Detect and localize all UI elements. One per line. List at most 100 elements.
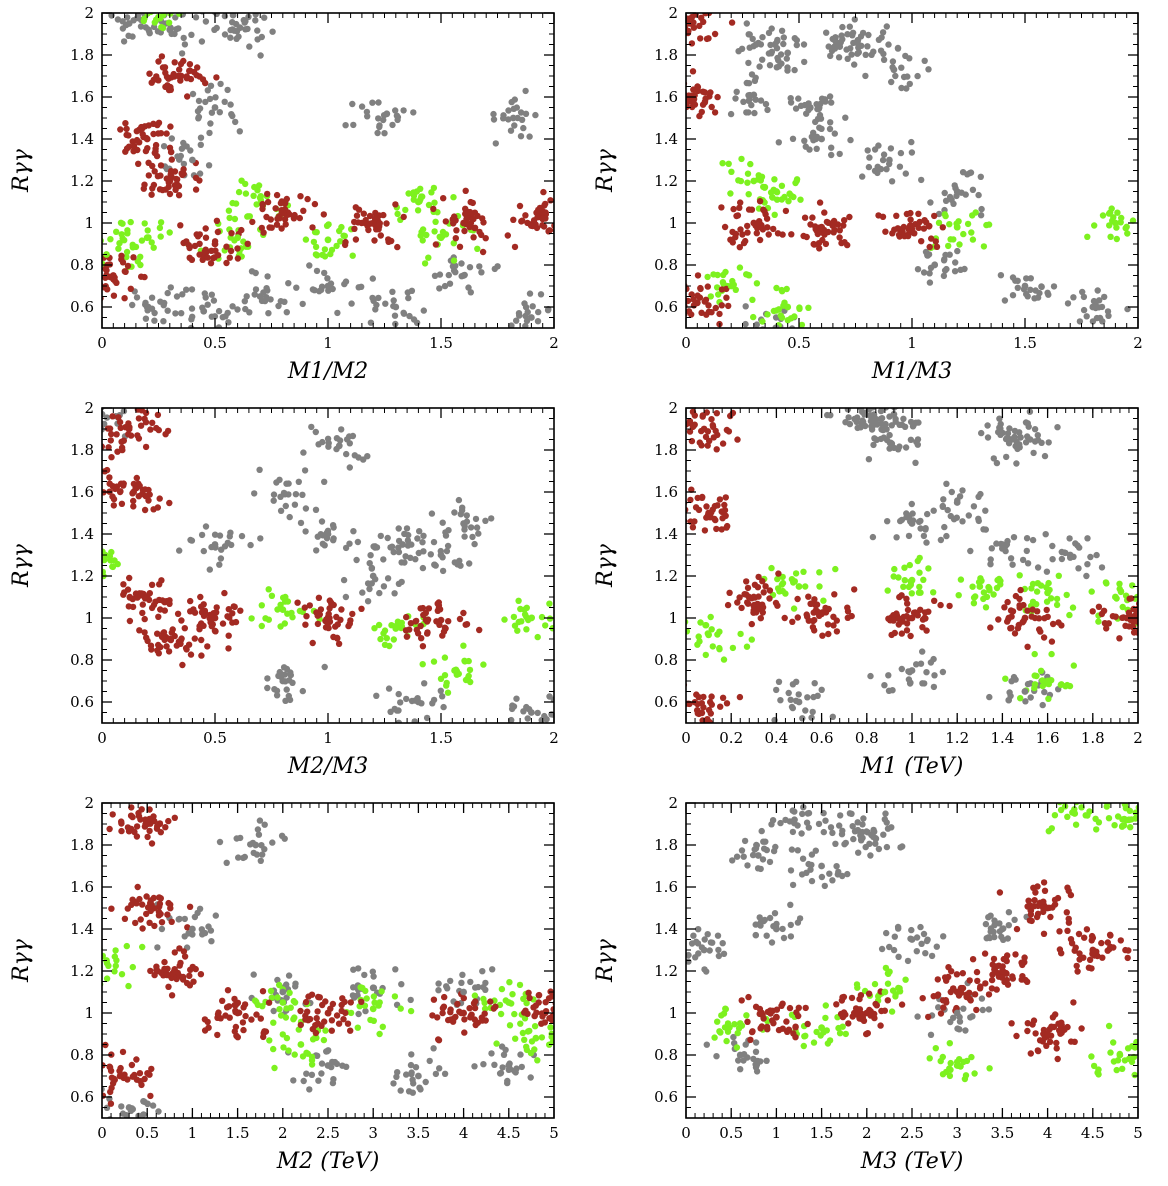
scatter-point — [150, 506, 157, 513]
scatter-point — [1033, 588, 1041, 595]
scatter-point — [764, 311, 771, 318]
scatter-point — [375, 222, 383, 229]
scatter-point — [376, 999, 383, 1006]
scatter-point — [444, 689, 452, 696]
scatter-point — [751, 109, 758, 117]
scatter-point — [787, 696, 794, 703]
scatter-point — [248, 615, 255, 622]
scatter-point — [864, 147, 871, 154]
scatter-point — [711, 502, 719, 510]
scatter-point — [191, 913, 199, 921]
scatter-point — [891, 629, 898, 637]
scatter-point — [794, 919, 802, 926]
scatter-point — [757, 177, 764, 184]
scatter-point — [803, 233, 810, 241]
scatter-point — [752, 41, 760, 48]
scatter-point — [975, 191, 982, 199]
scatter-point — [375, 294, 382, 302]
scatter-point — [265, 999, 273, 1006]
scatter-point — [283, 309, 290, 316]
scatter-point — [223, 6, 229, 12]
scatter-point — [312, 428, 319, 436]
scatter-point — [723, 700, 731, 707]
scatter-point — [749, 851, 757, 859]
scatter-point — [862, 72, 869, 80]
scatter-point — [955, 592, 962, 599]
scatter-point — [124, 230, 131, 237]
scatter-point — [319, 438, 326, 446]
scatter-point — [390, 636, 397, 643]
scatter-point — [149, 185, 156, 192]
scatter-point — [511, 243, 519, 251]
scatter-point — [268, 994, 275, 1001]
scatter-point — [309, 639, 316, 647]
scatter-point — [719, 160, 726, 167]
scatter-point — [138, 590, 145, 597]
scatter-point — [908, 667, 916, 674]
scatter-point — [793, 41, 800, 49]
x-axis-label: M2 (TeV) — [276, 1149, 380, 1174]
scatter-point — [707, 710, 714, 717]
scatter-point — [252, 286, 260, 293]
scatter-point — [697, 284, 704, 292]
y-tick-label: 1 — [668, 214, 678, 232]
scatter-point — [140, 185, 147, 192]
scatter-point — [216, 838, 224, 846]
scatter-point — [134, 146, 141, 154]
scatter-point — [419, 564, 427, 572]
scatter-point — [780, 40, 787, 48]
scatter-point — [507, 127, 515, 134]
scatter-point — [215, 307, 223, 315]
scatter-point — [865, 163, 873, 171]
scatter-point — [118, 231, 125, 238]
scatter-point — [154, 944, 161, 951]
scatter-point — [235, 854, 242, 861]
scatter-point — [121, 915, 129, 922]
scatter-point — [142, 492, 149, 500]
scatter-point — [978, 205, 985, 213]
scatter-point — [316, 994, 323, 1001]
scatter-point — [251, 291, 258, 298]
scatter-point — [178, 310, 185, 317]
scatter-point — [270, 491, 278, 498]
scatter-point — [877, 47, 885, 54]
scatter-point — [194, 233, 202, 240]
scatter-point — [818, 610, 825, 618]
scatter-point — [561, 1015, 567, 1021]
scatter-point — [930, 589, 937, 596]
scatter-point — [887, 401, 893, 407]
scatter-point — [540, 188, 547, 196]
scatter-point — [168, 74, 175, 81]
scatter-point — [842, 839, 849, 847]
scatter-point — [870, 826, 877, 834]
scatter-point — [320, 1036, 328, 1044]
scatter-point — [110, 292, 118, 299]
scatter-point — [105, 962, 112, 969]
scatter-point — [395, 719, 402, 723]
scatter-point — [672, 507, 678, 513]
scatter-point — [822, 817, 829, 824]
scatter-point — [302, 236, 310, 243]
scatter-point — [437, 551, 445, 559]
scatter-point — [669, 419, 675, 425]
scatter-point — [547, 197, 554, 204]
scatter-point — [120, 437, 128, 444]
scatter-point — [232, 618, 240, 626]
scatter-point — [523, 999, 530, 1007]
scatter-point — [832, 565, 839, 573]
scatter-point — [724, 601, 732, 609]
scatter-point — [1034, 294, 1042, 301]
scatter-point — [920, 930, 928, 938]
scatter-point — [379, 1023, 386, 1030]
scatter-point — [691, 518, 698, 525]
scatter-point — [259, 200, 266, 208]
x-tick-label: 2 — [1133, 334, 1143, 352]
scatter-point — [325, 439, 332, 447]
scatter-point — [165, 6, 171, 12]
scatter-point — [890, 612, 897, 619]
scatter-point — [702, 433, 710, 441]
scatter-point — [1029, 580, 1037, 588]
scatter-point — [283, 1005, 290, 1012]
scatter-point — [693, 707, 701, 714]
scatter-point — [151, 922, 158, 930]
